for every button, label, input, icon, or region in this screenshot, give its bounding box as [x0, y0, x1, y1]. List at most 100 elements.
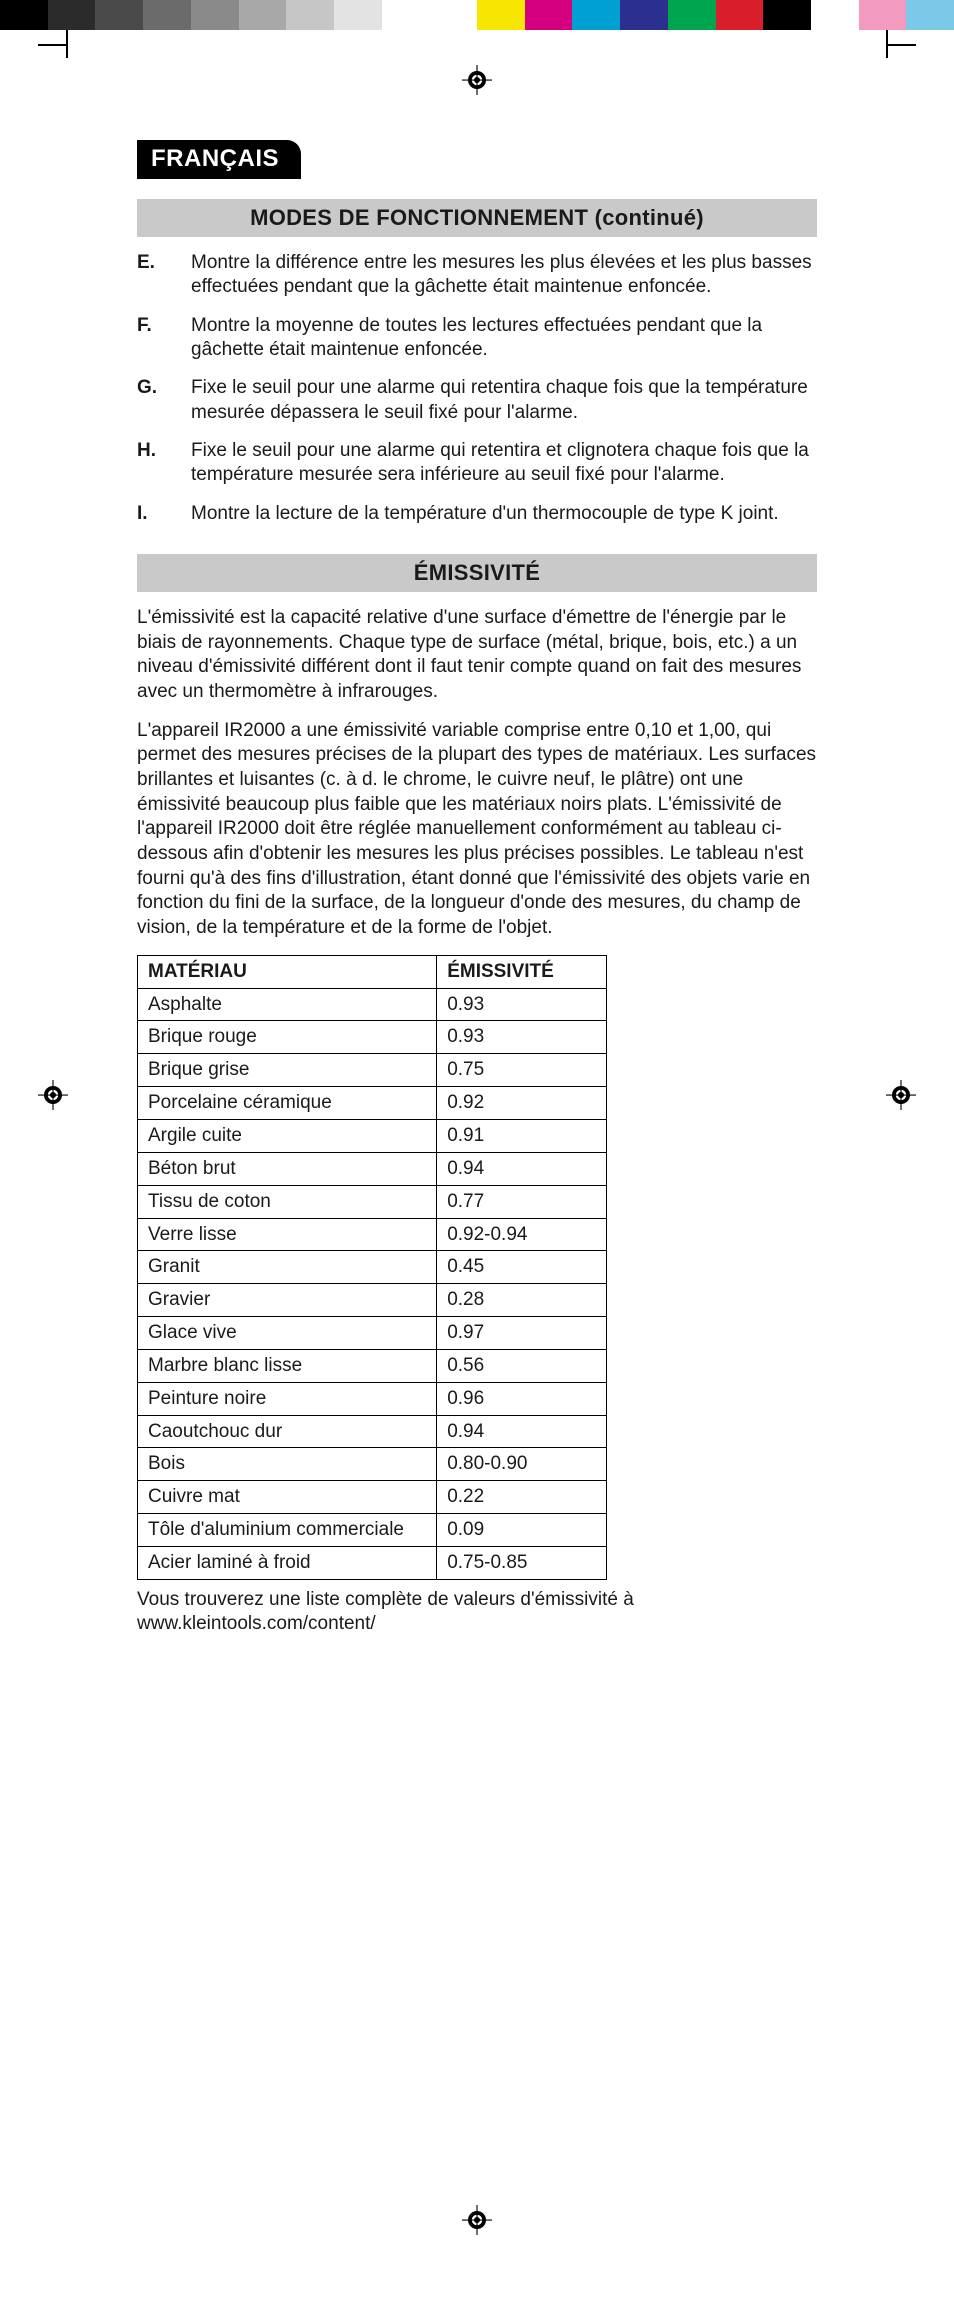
- mode-item: H. Fixe le seuil pour une alarme qui rete…: [137, 435, 817, 498]
- table-cell-emissivity: 0.92-0.94: [437, 1218, 607, 1251]
- language-tab: FRANÇAIS: [137, 140, 301, 179]
- mode-text: Fixe le seuil pour une alarme qui retent…: [191, 376, 817, 425]
- print-colorbar-wrap: [0, 0, 954, 30]
- mode-letter: E.: [137, 251, 171, 300]
- table-cell-emissivity: 0.92: [437, 1087, 607, 1120]
- table-row: Granit0.45: [138, 1251, 607, 1284]
- mode-letter: G.: [137, 376, 171, 425]
- table-cell-material: Granit: [138, 1251, 437, 1284]
- colorbar-swatch: [859, 0, 907, 30]
- table-row: Asphalte0.93: [138, 988, 607, 1021]
- table-cell-emissivity: 0.96: [437, 1382, 607, 1415]
- table-cell-emissivity: 0.94: [437, 1415, 607, 1448]
- table-row: Glace vive0.97: [138, 1317, 607, 1350]
- colorbar-swatch: [477, 0, 525, 30]
- colorbar-swatch: [239, 0, 287, 30]
- mode-letter: I.: [137, 502, 171, 526]
- table-cell-material: Caoutchouc dur: [138, 1415, 437, 1448]
- mode-letter: F.: [137, 314, 171, 363]
- mode-letter: H.: [137, 439, 171, 488]
- table-cell-material: Argile cuite: [138, 1119, 437, 1152]
- mode-text: Montre la moyenne de toutes les lectures…: [191, 314, 817, 363]
- table-cell-emissivity: 0.56: [437, 1349, 607, 1382]
- mode-item: I.Montre la lecture de la température d'…: [137, 498, 817, 536]
- table-row: Cuivre mat0.22: [138, 1481, 607, 1514]
- table-cell-material: Gravier: [138, 1284, 437, 1317]
- registration-mark-bottom-row: [0, 2190, 954, 2250]
- section-heading-modes: MODES DE FONCTIONNEMENT (continué): [137, 199, 817, 237]
- colorbar-swatch: [95, 0, 143, 30]
- colorbar-swatch: [716, 0, 764, 30]
- table-cell-material: Brique grise: [138, 1054, 437, 1087]
- table-cell-material: Béton brut: [138, 1152, 437, 1185]
- colorbar-swatch: [143, 0, 191, 30]
- table-cell-emissivity: 0.22: [437, 1481, 607, 1514]
- section-heading-emissivity: ÉMISSIVITÉ: [137, 554, 817, 592]
- table-cell-material: Tôle d'aluminium commerciale: [138, 1514, 437, 1547]
- table-cell-material: Porcelaine céramique: [138, 1087, 437, 1120]
- table-row: Argile cuite0.91: [138, 1119, 607, 1152]
- table-row: Bois0.80-0.90: [138, 1448, 607, 1481]
- registration-mark-icon: [462, 65, 492, 95]
- table-row: Béton brut0.94: [138, 1152, 607, 1185]
- colorbar-swatch: [525, 0, 573, 30]
- table-header-row: MATÉRIAU ÉMISSIVITÉ: [138, 955, 607, 988]
- colorbar-swatch: [668, 0, 716, 30]
- table-cell-emissivity: 0.09: [437, 1514, 607, 1547]
- table-cell-emissivity: 0.91: [437, 1119, 607, 1152]
- registration-mark-icon: [38, 1080, 68, 1110]
- registration-mark-icon: [462, 2205, 492, 2235]
- table-cell-material: Bois: [138, 1448, 437, 1481]
- table-row: Marbre blanc lisse0.56: [138, 1349, 607, 1382]
- table-row: Peinture noire0.96: [138, 1382, 607, 1415]
- colorbar-swatch: [572, 0, 620, 30]
- table-cell-material: Peinture noire: [138, 1382, 437, 1415]
- emissivity-table: MATÉRIAU ÉMISSIVITÉ Asphalte0.93Brique r…: [137, 955, 607, 1580]
- colorbar-swatch: [763, 0, 811, 30]
- registration-mark-icon: [886, 1080, 916, 1110]
- table-cell-emissivity: 0.28: [437, 1284, 607, 1317]
- colorbar-swatch: [286, 0, 334, 30]
- modes-list: E.Montre la différence entre les mesures…: [137, 247, 817, 536]
- table-cell-material: Cuivre mat: [138, 1481, 437, 1514]
- table-cell-emissivity: 0.75: [437, 1054, 607, 1087]
- colorbar-swatch: [811, 0, 859, 30]
- colorbar-swatch: [191, 0, 239, 30]
- emissivity-paragraph-1: L'émissivité est la capacité relative d'…: [137, 606, 817, 705]
- mode-item: F. Montre la moyenne de toutes les lectur…: [137, 310, 817, 373]
- table-row: Gravier0.28: [138, 1284, 607, 1317]
- language-tab-row: FRANÇAIS: [137, 140, 817, 179]
- table-cell-emissivity: 0.75-0.85: [437, 1546, 607, 1579]
- colorbar-swatch: [0, 0, 48, 30]
- colorbar-swatch: [334, 0, 382, 30]
- table-cell-emissivity: 0.77: [437, 1185, 607, 1218]
- table-cell-material: Marbre blanc lisse: [138, 1349, 437, 1382]
- mode-item: E.Montre la différence entre les mesures…: [137, 247, 817, 310]
- table-row: Brique grise0.75: [138, 1054, 607, 1087]
- table-row: Acier laminé à froid0.75-0.85: [138, 1546, 607, 1579]
- colorbar-swatch: [620, 0, 668, 30]
- mode-text: Fixe le seuil pour une alarme qui retent…: [191, 439, 817, 488]
- table-cell-emissivity: 0.93: [437, 1021, 607, 1054]
- print-colorbar: [0, 0, 954, 30]
- table-row: Caoutchouc dur0.94: [138, 1415, 607, 1448]
- table-header-material: MATÉRIAU: [138, 955, 437, 988]
- table-cell-material: Asphalte: [138, 988, 437, 1021]
- table-cell-emissivity: 0.45: [437, 1251, 607, 1284]
- table-header-emissivity: ÉMISSIVITÉ: [437, 955, 607, 988]
- colorbar-swatch: [906, 0, 954, 30]
- table-cell-material: Tissu de coton: [138, 1185, 437, 1218]
- page-container: FRANÇAIS MODES DE FONCTIONNEMENT (contin…: [0, 0, 954, 2320]
- emissivity-paragraph-2: L'appareil IR2000 a une émissivité varia…: [137, 719, 817, 941]
- table-row: Tôle d'aluminium commerciale0.09: [138, 1514, 607, 1547]
- table-cell-material: Glace vive: [138, 1317, 437, 1350]
- page-content: FRANÇAIS MODES DE FONCTIONNEMENT (contin…: [137, 100, 817, 1637]
- table-cell-emissivity: 0.97: [437, 1317, 607, 1350]
- table-cell-material: Acier laminé à froid: [138, 1546, 437, 1579]
- table-cell-material: Verre lisse: [138, 1218, 437, 1251]
- emissivity-table-note: Vous trouverez une liste complète de val…: [137, 1588, 817, 1637]
- table-cell-emissivity: 0.80-0.90: [437, 1448, 607, 1481]
- colorbar-swatch: [48, 0, 96, 30]
- colorbar-swatch: [429, 0, 477, 30]
- table-row: Porcelaine céramique0.92: [138, 1087, 607, 1120]
